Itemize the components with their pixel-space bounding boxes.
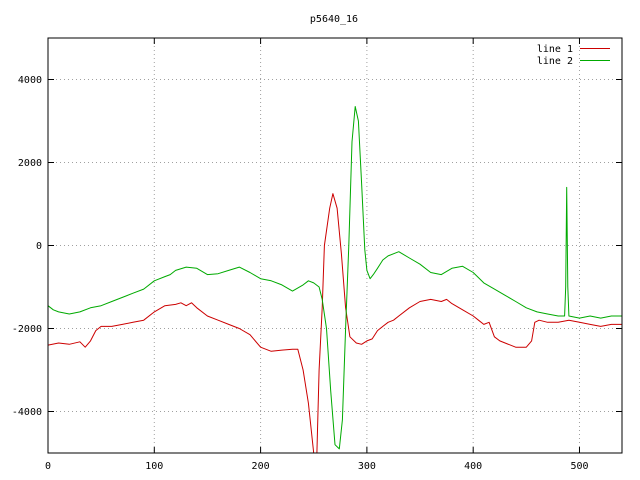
grid	[48, 38, 622, 453]
x-tick-label: 300	[358, 461, 376, 472]
x-tick-label: 200	[252, 461, 270, 472]
x-tick-label: 100	[145, 461, 163, 472]
series-line-1	[48, 193, 622, 453]
ticks: 0 100 200 300 400 500 -4000 -2000 0 2000 4000	[12, 38, 622, 472]
y-tick-label: 2000	[18, 158, 42, 169]
x-tick-label: 500	[570, 461, 588, 472]
y-tick-label: -2000	[12, 324, 42, 335]
series-line-2	[48, 106, 622, 450]
legend-label-2: line 2	[537, 56, 573, 67]
x-tick-label: 0	[45, 461, 51, 472]
x-tick-label: 400	[464, 461, 482, 472]
y-tick-label: 4000	[18, 75, 42, 86]
plot-frame	[47, 37, 623, 454]
legend-label-1: line 1	[537, 44, 573, 55]
y-tick-label: 0	[36, 241, 42, 252]
series-layer	[48, 106, 622, 453]
y-tick-label: -4000	[12, 407, 42, 418]
chart-title: p5640_16	[310, 14, 358, 25]
